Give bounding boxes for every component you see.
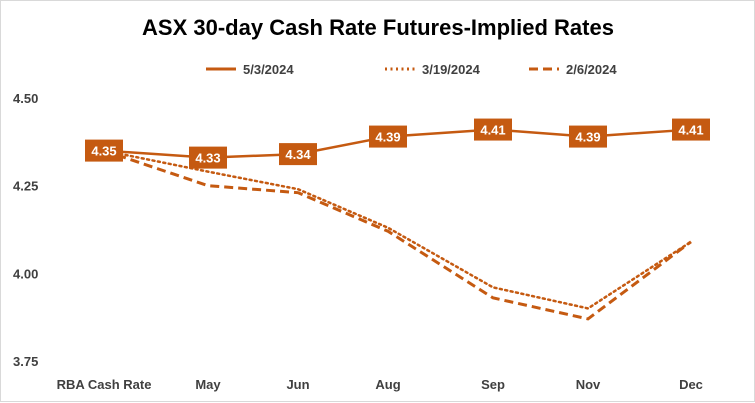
x-tick-label: Sep bbox=[481, 377, 505, 392]
y-tick-label: 4.50 bbox=[13, 91, 38, 106]
data-label: 4.35 bbox=[91, 144, 116, 159]
chart-title: ASX 30-day Cash Rate Futures-Implied Rat… bbox=[142, 15, 614, 40]
series-line-dotted bbox=[104, 151, 691, 309]
x-tick-label: Aug bbox=[375, 377, 400, 392]
y-axis: 3.75 4.00 4.25 4.50 bbox=[13, 91, 38, 369]
legend-label: 3/19/2024 bbox=[422, 62, 481, 77]
data-label: 4.39 bbox=[575, 130, 600, 145]
x-axis: RBA Cash Rate May Jun Aug Sep Nov Dec bbox=[57, 377, 703, 392]
series-line-dashed bbox=[104, 151, 691, 319]
data-labels: 4.35 4.33 4.34 4.39 4.41 4.39 4.41 bbox=[85, 119, 710, 169]
data-label: 4.34 bbox=[285, 147, 311, 162]
x-tick-label: Jun bbox=[286, 377, 309, 392]
legend: 5/3/2024 3/19/2024 2/6/2024 bbox=[206, 62, 617, 77]
legend-label: 5/3/2024 bbox=[243, 62, 294, 77]
legend-label: 2/6/2024 bbox=[566, 62, 617, 77]
y-tick-label: 4.00 bbox=[13, 266, 38, 281]
x-tick-label: May bbox=[195, 377, 221, 392]
x-tick-label: RBA Cash Rate bbox=[57, 377, 152, 392]
y-tick-label: 4.25 bbox=[13, 179, 38, 194]
x-tick-label: Dec bbox=[679, 377, 703, 392]
data-label: 4.33 bbox=[195, 151, 220, 166]
data-label: 4.39 bbox=[375, 130, 400, 145]
data-label: 4.41 bbox=[480, 123, 505, 138]
y-tick-label: 3.75 bbox=[13, 354, 38, 369]
data-label: 4.41 bbox=[678, 123, 703, 138]
x-tick-label: Nov bbox=[576, 377, 601, 392]
